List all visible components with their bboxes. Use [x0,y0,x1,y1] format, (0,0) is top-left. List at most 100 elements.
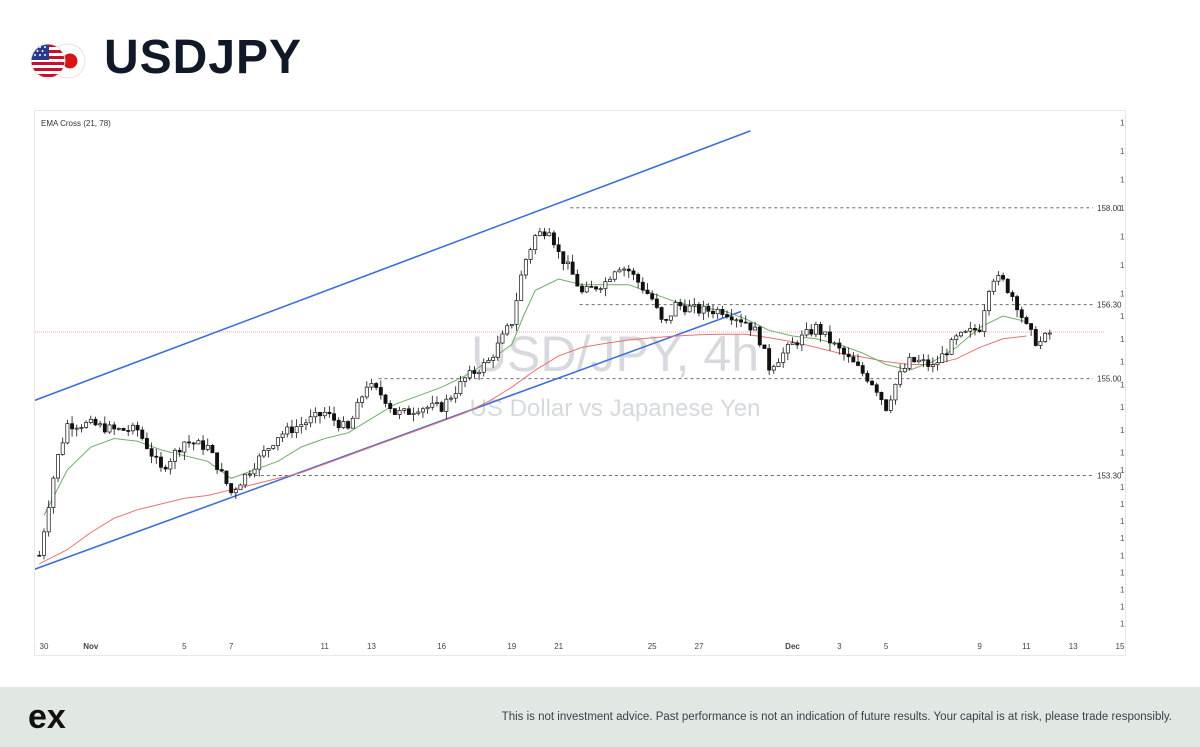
y-tick-label: 151.300 [1120,585,1125,594]
candle-body [1015,296,1020,311]
candle-body [725,314,729,318]
candle-body [551,232,556,246]
candle-body [285,426,290,435]
candle-body [233,489,238,494]
y-tick-label: 150.700 [1120,620,1125,629]
candle-body [425,406,430,410]
candle-body [378,387,383,396]
candle-body [715,309,720,315]
candle-body [519,274,524,301]
candle-body [958,331,963,337]
candle-body [308,416,313,424]
candle-body [154,455,159,458]
candle-body [678,301,683,307]
candle-body [767,348,772,371]
candle-body [795,342,800,346]
candle-body [495,342,500,358]
x-tick-label: 9 [977,642,982,651]
candle-body [219,469,224,472]
y-tick-label: 151.900 [1120,551,1125,560]
candle-body [467,370,472,379]
candle-body [729,316,734,321]
candle-body [851,356,856,363]
x-tick-label: 3 [837,642,842,651]
candle-body [598,288,603,291]
candle-body [547,232,552,237]
x-tick-label: Dec [785,642,800,651]
candle-body [355,402,360,419]
candle-body [664,319,669,321]
candle-body [650,293,655,300]
candle-body [168,461,173,470]
candle-body [781,352,786,363]
candle-body [996,275,1001,282]
candle-body [294,426,299,434]
x-tick-label: 7 [229,642,234,651]
candle-body [916,359,921,363]
channel-lower-line [35,310,742,570]
candle-body [706,305,711,312]
candle-body [1033,329,1038,346]
candle-body [1047,332,1052,335]
candle-body [926,359,931,367]
candle-body [187,441,191,444]
x-tick-label: 21 [554,642,563,651]
candle-body [65,423,70,444]
candle-body [771,366,776,371]
us-japan-flags-icon [28,40,88,82]
candle-body [70,423,75,430]
x-tick-label: 19 [507,642,516,651]
candle-body [229,483,234,494]
candle-body [51,477,56,508]
candle-body [594,286,598,290]
candle-body [870,380,875,386]
candle-body [397,410,402,415]
candle-body [210,445,215,454]
candle-body [177,449,182,453]
candle-body [491,356,496,361]
candle-body [1019,309,1024,318]
y-tick-label: 156.500 [1120,289,1125,298]
candle-body [542,231,547,237]
candle-body [991,280,996,292]
candle-body [444,398,449,412]
candle-body [42,531,46,556]
candle-body [949,339,954,355]
y-tick-label: 151.000 [1120,603,1125,612]
y-tick-label: 159.500 [1120,118,1125,127]
y-tick-label: 154.100 [1120,426,1125,435]
candle-body [416,411,421,414]
y-tick-label: 156.100 [1120,312,1125,321]
candle-body [842,347,846,355]
candle-body [580,285,584,293]
candle-body [659,307,664,320]
x-tick-label: Nov [83,642,99,651]
candle-body [893,383,898,401]
candle-body [346,421,351,429]
candle-body [645,289,650,295]
candle-body [289,426,294,434]
y-tick-label: 157.500 [1120,232,1125,241]
candle-body [93,418,98,426]
candle-body [589,286,594,288]
candle-body [439,402,444,412]
candle-body [533,235,538,251]
candle-body [832,342,837,345]
candle-body [809,329,814,335]
disclaimer: This is not investment advice. Past perf… [501,711,1172,723]
candle-body [673,301,678,317]
candle-body [940,353,945,364]
candle-body [528,249,533,260]
x-tick-label: 11 [1022,642,1031,651]
candle-body [668,315,673,321]
candle-body [463,377,467,382]
candle-body [126,430,131,432]
candle-body [1029,323,1034,330]
candle-body [37,554,42,557]
candle-body [56,454,60,479]
candle-body [935,362,940,366]
candle-body [238,484,243,491]
candle-body [472,370,477,374]
svg-text:ex: ex [28,699,66,735]
candle-body [608,278,613,282]
